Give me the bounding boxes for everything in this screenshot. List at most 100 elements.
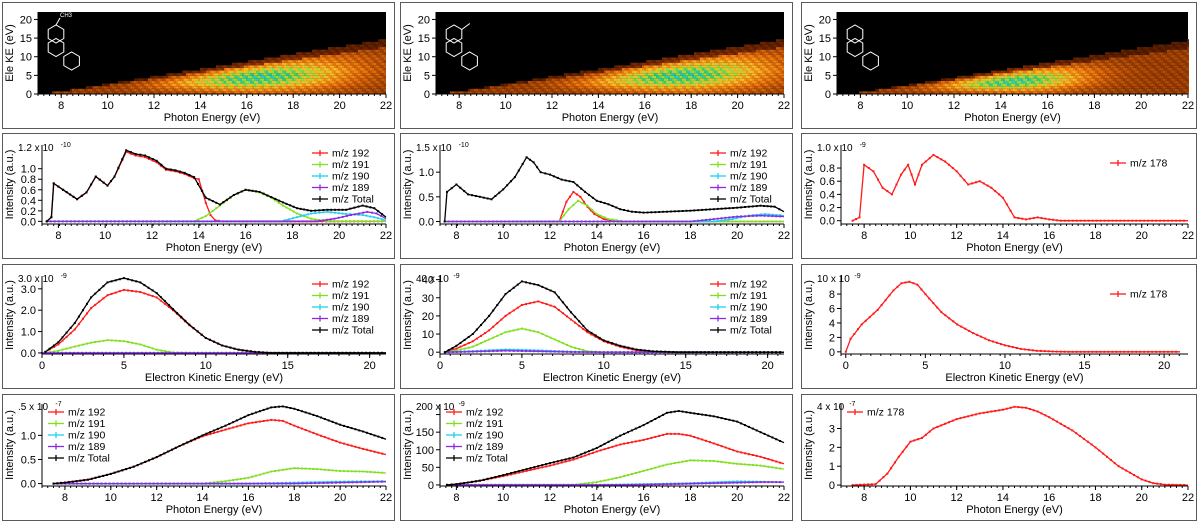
heatmap-cell — [706, 83, 708, 87]
heatmap-cell — [1069, 86, 1071, 89]
heatmap-cell — [372, 75, 374, 79]
heatmap-cell — [224, 70, 226, 74]
heatmap-cell — [1019, 75, 1021, 79]
heatmap-cell — [174, 86, 176, 89]
heatmap-cell — [550, 88, 552, 92]
heatmap-cell — [348, 65, 350, 68]
heatmap-cell — [1123, 62, 1125, 66]
heatmap-cell — [969, 88, 971, 92]
heatmap-cell — [254, 80, 256, 84]
heatmap-cell — [332, 78, 334, 81]
heatmap-cell — [674, 67, 676, 71]
heatmap-cell — [945, 83, 947, 87]
heatmap-cell — [330, 67, 332, 71]
heatmap-cell — [238, 88, 240, 92]
heatmap-cell — [772, 75, 774, 79]
heatmap-cell — [1059, 73, 1061, 76]
heatmap-cell — [726, 47, 728, 50]
heatmap-cell — [1123, 54, 1125, 58]
heatmap-cell — [628, 86, 630, 89]
heatmap-cell — [1109, 91, 1111, 94]
heatmap-cell — [296, 67, 298, 71]
heatmap-cell — [242, 62, 244, 66]
heatmap-cell — [174, 75, 176, 79]
heatmap-cell — [358, 75, 360, 79]
heatmap-cell — [1011, 75, 1013, 79]
heatmap-cell — [1023, 88, 1025, 92]
heatmap-cell — [354, 91, 356, 94]
heatmap-cell — [152, 83, 154, 87]
heatmap-cell — [702, 65, 704, 68]
heatmap-cell — [350, 57, 352, 61]
heatmap-cell — [250, 80, 252, 84]
heatmap-cell — [688, 91, 690, 94]
heatmap-cell — [192, 91, 194, 94]
heatmap-cell — [382, 44, 384, 48]
heatmap-cell — [244, 62, 246, 66]
heatmap-cell — [178, 88, 180, 92]
heatmap-cell — [686, 70, 688, 74]
heatmap-cell — [1029, 70, 1031, 74]
heatmap-cell — [526, 86, 528, 89]
heatmap-cell — [382, 78, 384, 81]
heatmap-cell — [186, 73, 188, 76]
heatmap-cell — [969, 83, 971, 87]
heatmap-cell — [736, 91, 738, 94]
heatmap-cell — [750, 52, 752, 55]
heatmap-cell — [704, 75, 706, 79]
heatmap-cell — [949, 86, 951, 89]
heatmap-cell — [614, 80, 616, 84]
heatmap-cell — [933, 80, 935, 84]
heatmap-cell — [374, 57, 376, 61]
heatmap-cell — [1041, 70, 1043, 74]
heatmap-cell — [522, 83, 524, 87]
heatmap-cell — [885, 88, 887, 92]
heatmap-cell — [748, 62, 750, 66]
heatmap-cell — [724, 83, 726, 87]
heatmap-cell — [338, 47, 340, 50]
heatmap-cell — [262, 88, 264, 92]
heatmap-cell — [372, 67, 374, 71]
heatmap-cell — [298, 78, 300, 81]
heatmap-cell — [1031, 67, 1033, 71]
heatmap-cell — [1081, 60, 1083, 63]
heatmap-cell — [748, 57, 750, 61]
heatmap-cell — [706, 78, 708, 81]
heatmap-cell — [310, 78, 312, 81]
heatmap-cell — [202, 83, 204, 87]
heatmap-cell — [376, 67, 378, 71]
heatmap-cell — [780, 75, 782, 79]
heatmap-cell — [254, 78, 256, 81]
heatmap-cell — [1105, 78, 1107, 81]
heatmap-cell — [332, 86, 334, 89]
heatmap-cell — [274, 67, 276, 71]
heatmap-cell — [108, 88, 110, 92]
heatmap-cell — [120, 91, 122, 94]
heatmap-cell — [356, 91, 358, 94]
heatmap-cell — [212, 83, 214, 87]
heatmap-cell — [943, 80, 945, 84]
heatmap-cell — [290, 91, 292, 94]
heatmap-cell — [324, 57, 326, 61]
heatmap-cell — [712, 80, 714, 84]
heatmap-cell — [646, 67, 648, 71]
heatmap-cell — [180, 78, 182, 81]
heatmap-cell — [582, 83, 584, 87]
heatmap-cell — [1115, 70, 1117, 74]
heatmap-cell — [218, 83, 220, 87]
heatmap-cell — [732, 54, 734, 58]
heatmap-cell — [506, 86, 508, 89]
heatmap-cell — [208, 91, 210, 94]
heatmap-cell — [670, 83, 672, 87]
heatmap-cell — [638, 83, 640, 87]
heatmap-cell — [286, 54, 288, 58]
heatmap-cell — [742, 54, 744, 58]
heatmap-cell — [1127, 62, 1129, 66]
heatmap-cell — [716, 67, 718, 71]
heatmap-cell — [957, 80, 959, 84]
heatmap-cell — [624, 88, 626, 92]
heatmap-cell — [490, 86, 492, 89]
heatmap-cell — [634, 70, 636, 74]
heatmap-cell — [228, 78, 230, 81]
heatmap-cell — [362, 47, 364, 50]
